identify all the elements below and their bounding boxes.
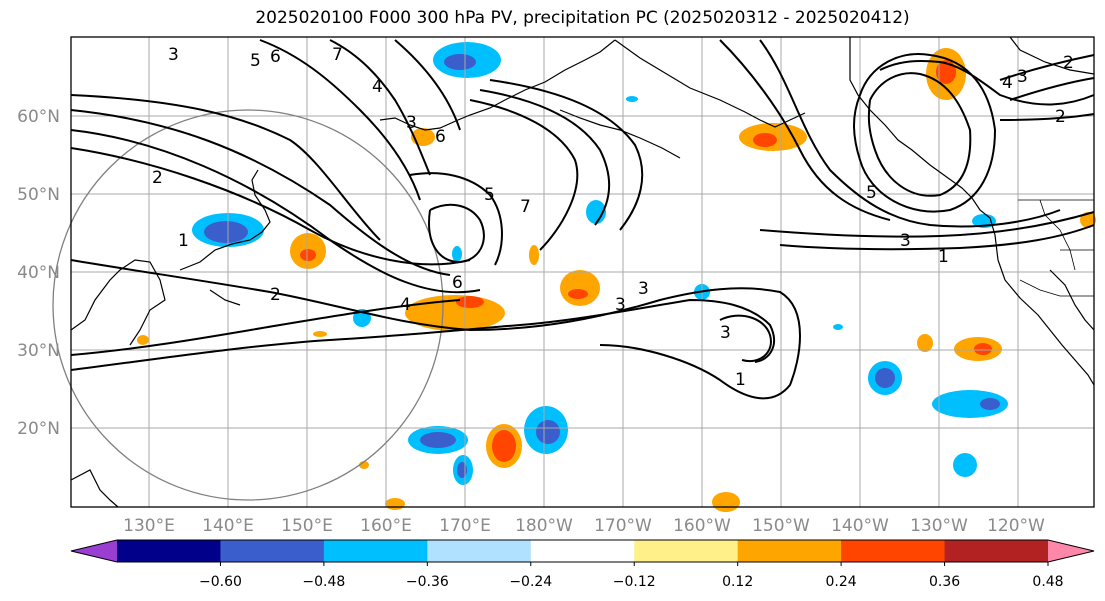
pv-label: 2 [1055, 107, 1066, 127]
pv-label: 3 [615, 295, 626, 315]
lon-label: 170°W [594, 516, 652, 536]
colorbar-tick-label: −0.60 [199, 574, 242, 590]
coastlines [70, 36, 1095, 508]
lon-label: 120°W [987, 516, 1045, 536]
pv-label: 3 [720, 323, 731, 343]
pv-label: 2 [152, 168, 163, 188]
colorbar-segment [841, 540, 946, 562]
lon-label: 160°E [360, 516, 412, 536]
colorbar-tick-label: 0.24 [826, 574, 857, 590]
lat-label: 20°N [17, 419, 60, 439]
colorbar-segment [117, 540, 221, 562]
lon-label: 150°W [752, 516, 810, 536]
pv-label: 3 [406, 113, 417, 133]
pv-label: 4 [1002, 73, 1013, 93]
colorbar-segment [634, 540, 739, 562]
lon-label: 130°W [910, 516, 968, 536]
lon-label: 160°W [673, 516, 731, 536]
pv-contours [70, 39, 1095, 400]
colorbar: −0.60 −0.48 −0.36 −0.24 −0.12 0.12 0.24 0.36 0.4… [70, 539, 1095, 590]
pv-label: 3 [638, 279, 649, 299]
colorbar-segment [323, 540, 428, 562]
pv-label: 1 [178, 231, 189, 251]
pv-label: 3 [900, 231, 911, 251]
precip-anomaly-shading [137, 42, 1096, 512]
lon-label: 170°E [439, 516, 491, 536]
pv-label: 4 [400, 295, 411, 315]
colorbar-segment [944, 540, 1049, 562]
latitude-labels: 60°N 50°N 40°N 30°N 20°N [17, 107, 60, 439]
pv-label: 5 [866, 183, 877, 203]
colorbar-segment [737, 540, 842, 562]
reference-circle [52, 109, 444, 501]
colorbar-tick-label: 0.48 [1032, 574, 1063, 590]
lat-label: 40°N [17, 263, 60, 283]
lat-label: 50°N [17, 185, 60, 205]
pv-label: 5 [484, 185, 495, 205]
lon-label: 140°W [831, 516, 889, 536]
colorbar-tick-label: −0.24 [509, 574, 552, 590]
colorbar-extend-high [1048, 540, 1094, 562]
lon-label: 130°E [123, 516, 175, 536]
map-frame [70, 36, 1095, 508]
pv-label: 1 [735, 370, 746, 390]
colorbar-segment [530, 540, 635, 562]
colorbar-tick-label: 0.36 [929, 574, 960, 590]
colorbar-segments [71, 540, 1094, 562]
pv-label: 3 [1017, 67, 1028, 87]
colorbar-tick-label: −0.48 [302, 574, 345, 590]
longitude-labels: 130°E 140°E 150°E 160°E 170°E 180°W 170°… [123, 516, 1045, 536]
pv-label: 6 [435, 127, 446, 147]
pv-label: 1 [938, 247, 949, 267]
colorbar-segment [427, 540, 532, 562]
colorbar-outline [70, 539, 1095, 563]
pv-contour-labels: 3 5 6 7 4 2 1 2 3 6 5 7 4 3 3 3 3 1 2 4 … [152, 45, 1074, 390]
lon-label: 180°W [515, 516, 573, 536]
lon-label: 140°E [202, 516, 254, 536]
lat-label: 60°N [17, 107, 60, 127]
pv-label: 4 [372, 77, 383, 97]
colorbar-tick-label: −0.36 [406, 574, 449, 590]
graticule [71, 37, 1094, 507]
pv-label: 7 [332, 45, 343, 65]
colorbar-tick-labels: −0.60 −0.48 −0.36 −0.24 −0.12 0.12 0.24 0.36 0.4… [199, 574, 1064, 590]
political-borders [1018, 199, 1094, 297]
pv-label: 2 [1063, 53, 1074, 73]
pv-label: 6 [452, 273, 463, 293]
lon-label: 150°E [281, 516, 333, 536]
colorbar-extend-low [71, 540, 117, 562]
colorbar-ticks [219, 562, 1049, 566]
pv-label: 7 [520, 197, 531, 217]
colorbar-tick-label: 0.12 [722, 574, 753, 590]
pv-label: 2 [270, 285, 281, 305]
negative-anomaly-areas [192, 42, 1008, 485]
colorbar-segment [220, 540, 325, 562]
pv-label: 6 [270, 47, 281, 67]
lat-label: 30°N [17, 341, 60, 361]
positive-anomaly-areas [137, 48, 1096, 512]
pv-label: 5 [250, 51, 261, 71]
pv-label: 3 [168, 45, 179, 65]
map-title: 2025020100 F000 300 hPa PV, precipitatio… [255, 8, 910, 28]
colorbar-tick-label: −0.12 [613, 574, 656, 590]
